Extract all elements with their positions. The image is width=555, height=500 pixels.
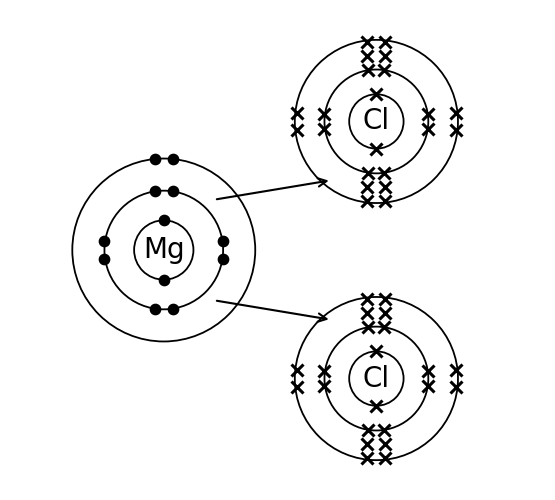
Text: Cl: Cl [363,108,390,136]
Point [100,255,109,263]
Point [100,237,109,245]
Point [219,237,228,245]
Point [219,255,228,263]
Text: Mg: Mg [143,236,185,264]
Text: Cl: Cl [363,364,390,392]
Point [168,154,177,162]
Point [150,154,159,162]
Point [150,186,159,194]
Point [168,306,177,314]
Point [168,186,177,194]
Point [159,216,168,224]
Point [150,306,159,314]
Point [159,276,168,283]
